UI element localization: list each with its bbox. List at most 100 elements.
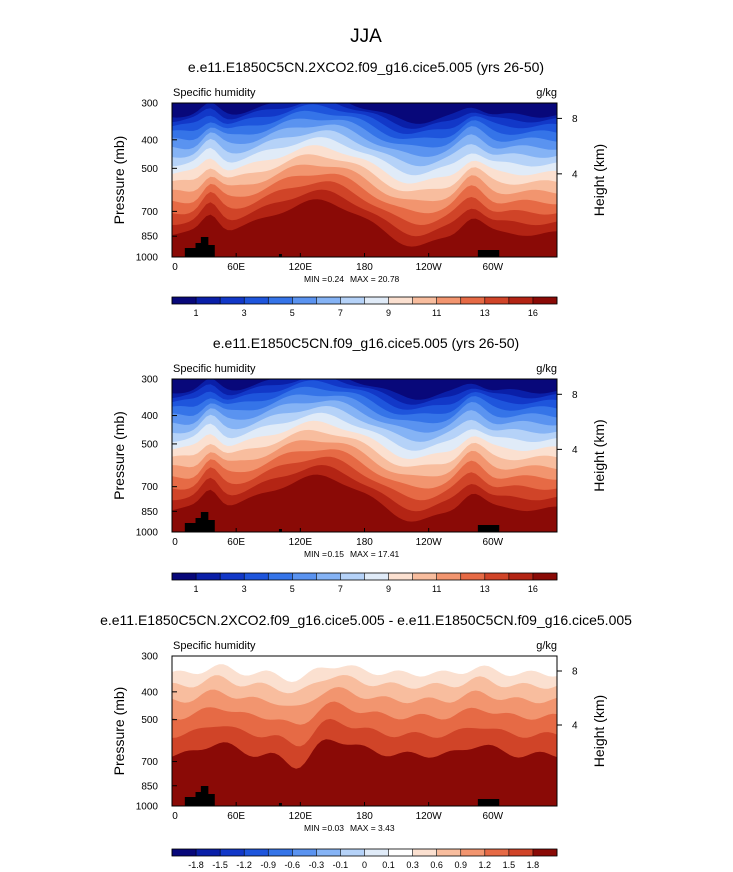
colorbar-label: 1 (194, 584, 199, 594)
units-label: g/kg (536, 640, 557, 652)
colorbar-swatch (292, 573, 317, 580)
colorbar-swatch (436, 297, 462, 304)
y2-tick-label: 8 (572, 667, 578, 678)
colorbar-label: 11 (432, 584, 441, 594)
colorbar-swatch (388, 849, 413, 856)
max-value: 20.78 (378, 274, 400, 284)
contour-band (172, 199, 557, 257)
colorbar-swatch (460, 573, 486, 580)
colorbar-label: 1 (194, 308, 199, 318)
y2-axis-title: Height (km) (591, 144, 607, 216)
colorbar-frame (171, 296, 558, 305)
contour-field (172, 103, 557, 257)
topography (477, 799, 500, 806)
colorbar-swatch (172, 573, 197, 580)
contour-field (172, 379, 557, 532)
min-value: 0.15 (327, 549, 344, 559)
variable-label: Specific humidity (173, 363, 256, 375)
colorbar-swatch (484, 573, 510, 580)
colorbar-label: 7 (338, 308, 343, 318)
colorbar-swatch (292, 849, 317, 856)
colorbar-swatch (460, 297, 486, 304)
colorbar-label: 9 (386, 584, 391, 594)
y-tick-label: 400 (141, 687, 158, 698)
colorbar-label: 9 (386, 308, 391, 318)
colorbar-swatch (412, 297, 437, 304)
colorbar-swatch (196, 849, 221, 856)
x-tick-label: 120E (289, 537, 313, 548)
colorbar-label: 5 (290, 308, 295, 318)
y-tick-label: 1000 (136, 802, 159, 813)
x-tick-label: 180 (356, 537, 373, 548)
colorbar: 1 3 5 7 9 11 13 16 (171, 572, 558, 594)
colorbar-label: 16 (528, 308, 538, 318)
colorbar-swatch (196, 573, 221, 580)
colorbar-label: 1.8 (527, 860, 540, 870)
colorbar-label: 0.1 (382, 860, 395, 870)
x-tick-label: 120W (416, 262, 443, 273)
colorbar-label: 3 (242, 308, 247, 318)
colorbar-label: -1.8 (188, 860, 204, 870)
topography (477, 525, 500, 532)
x-tick-label: 120W (416, 537, 443, 548)
colorbar-swatch (532, 849, 558, 856)
y-tick-label: 850 (141, 781, 158, 792)
topography (184, 237, 215, 257)
y-axis-title: Pressure (mb) (111, 411, 127, 500)
figure-title: JJA (350, 26, 382, 47)
x-tick-label: 0 (172, 811, 178, 822)
colorbar-swatch (220, 573, 245, 580)
colorbar-swatch (436, 849, 462, 856)
contour-band (172, 474, 557, 532)
topography (278, 803, 282, 806)
colorbar-label: 0.9 (454, 860, 467, 870)
variable-label: Specific humidity (173, 87, 256, 99)
colorbar-swatch (436, 573, 462, 580)
colorbar-label: 11 (432, 308, 441, 318)
colorbar-swatch (532, 573, 558, 580)
panel-1: e.e11.E1850C5CN.2XCO2.f09_g16.cice5.005 … (111, 59, 607, 318)
colorbar-label: -1.5 (212, 860, 228, 870)
colorbar-swatch (508, 573, 534, 580)
colorbar-swatch (340, 573, 365, 580)
units-label: g/kg (536, 363, 557, 375)
colorbar-swatch (364, 573, 389, 580)
colorbar-label: 16 (528, 584, 538, 594)
topography (184, 512, 215, 532)
colorbar-label: 5 (290, 584, 295, 594)
colorbar-swatch (244, 849, 269, 856)
colorbar-swatch (268, 573, 293, 580)
topography (477, 250, 500, 257)
x-tick-label: 0 (172, 262, 178, 273)
x-tick-label: 120W (416, 811, 443, 822)
colorbar-label: 1.5 (503, 860, 516, 870)
colorbar-swatch (172, 849, 197, 856)
variable-label: Specific humidity (173, 640, 256, 652)
max-label: MAX = (350, 274, 376, 284)
y2-tick-label: 4 (572, 445, 578, 456)
colorbar-swatch (364, 297, 389, 304)
min-value: 0.03 (327, 823, 344, 833)
colorbar-swatch (460, 849, 486, 856)
colorbar-swatch (388, 297, 413, 304)
colorbar-swatch (220, 297, 245, 304)
max-value: 3.43 (378, 823, 395, 833)
y-tick-label: 300 (141, 99, 158, 110)
colorbar: -1.8 -1.5 -1.2 -0.9 -0.6 -0.3 -0.1 0 0.1 0.3 0.6 0.… (171, 848, 558, 870)
x-tick-label: 60W (483, 262, 504, 273)
panel-title: e.e11.E1850C5CN.2XCO2.f09_g16.cice5.005 … (100, 612, 632, 628)
colorbar-label: -0.1 (333, 860, 349, 870)
colorbar-label: 0.6 (430, 860, 443, 870)
min-label: MIN = (304, 823, 327, 833)
colorbar-swatch (316, 573, 341, 580)
colorbar-swatch (292, 297, 317, 304)
x-tick-label: 60E (227, 811, 245, 822)
colorbar-label: -0.9 (260, 860, 276, 870)
y-tick-label: 300 (141, 375, 158, 386)
units-label: g/kg (536, 87, 557, 99)
x-tick-label: 0 (172, 537, 178, 548)
colorbar-swatch (316, 849, 341, 856)
x-tick-label: 120E (289, 262, 313, 273)
colorbar-label: -0.6 (285, 860, 301, 870)
